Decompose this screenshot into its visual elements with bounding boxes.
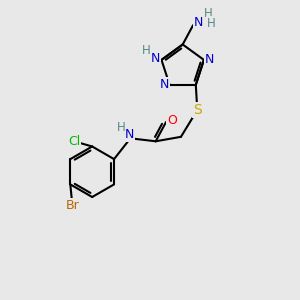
Text: H: H bbox=[204, 8, 213, 20]
Text: O: O bbox=[167, 114, 177, 127]
Text: N: N bbox=[125, 128, 134, 141]
Text: S: S bbox=[193, 103, 202, 117]
Text: N: N bbox=[194, 16, 203, 29]
Text: H: H bbox=[207, 17, 215, 30]
Text: Cl: Cl bbox=[68, 135, 80, 148]
Text: Br: Br bbox=[65, 199, 79, 212]
Text: H: H bbox=[142, 44, 151, 57]
Text: N: N bbox=[150, 52, 160, 65]
Text: N: N bbox=[160, 78, 169, 91]
Text: N: N bbox=[205, 53, 214, 66]
Text: H: H bbox=[116, 121, 125, 134]
